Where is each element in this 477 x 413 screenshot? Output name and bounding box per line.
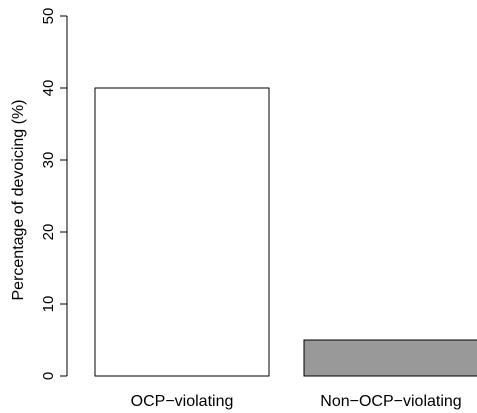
y-axis: 0 10 20 30 40 50 (40, 8, 68, 380)
y-tick-label: 40 (40, 80, 57, 97)
y-tick-label: 0 (40, 372, 57, 380)
bar (303, 339, 477, 377)
y-tick-label: 50 (40, 8, 57, 25)
y-tick-label: 10 (40, 296, 57, 313)
category-labels: OCP−violating Non−OCP−violating (131, 393, 462, 410)
bars (94, 87, 477, 377)
y-tick-label: 20 (40, 224, 57, 241)
y-tick-label: 30 (40, 152, 57, 169)
y-axis-title: Percentage of devoicing (%) (10, 100, 27, 301)
x-category-label: Non−OCP−violating (320, 393, 461, 410)
bar (94, 87, 270, 377)
x-category-label: OCP−violating (131, 393, 234, 410)
